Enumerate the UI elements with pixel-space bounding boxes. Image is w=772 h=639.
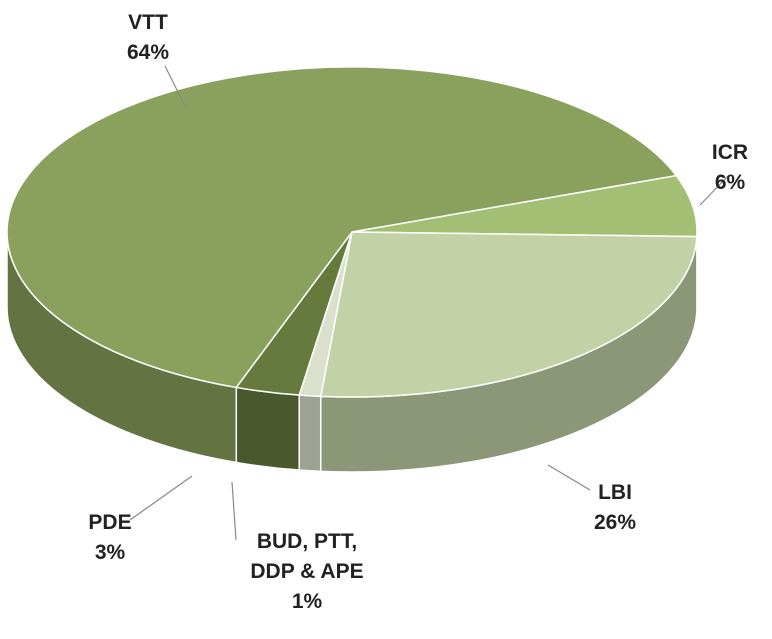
data-label: VTT 64% [108,8,188,68]
pie-slice [319,231,698,398]
category-label: BUD, PTT, DDP & APE [250,530,364,583]
value-label: 26% [593,511,637,534]
leader-line [164,65,187,109]
value-label: 6% [714,171,746,194]
pie-side [298,394,322,473]
category-label: ICR [711,141,749,164]
pie-slice [6,66,678,389]
leader-line [547,464,591,491]
data-label: BUD, PTT, DDP & APE 1% [232,527,382,617]
data-label: PDE 3% [70,508,150,568]
category-label: VTT [128,11,168,34]
pie-side [235,386,300,471]
leader-line [231,481,237,541]
category-label: PDE [88,511,132,534]
data-label: LBI 26% [575,478,655,538]
category-label: LBI [598,481,632,504]
pie-slice [351,174,698,238]
value-label: 3% [94,541,126,564]
leader-line [699,175,729,206]
value-label: 64% [126,41,170,64]
data-label: ICR 6% [690,138,770,198]
value-label: 1% [291,590,323,613]
leader-line [129,475,193,521]
pie-tops [6,66,698,398]
